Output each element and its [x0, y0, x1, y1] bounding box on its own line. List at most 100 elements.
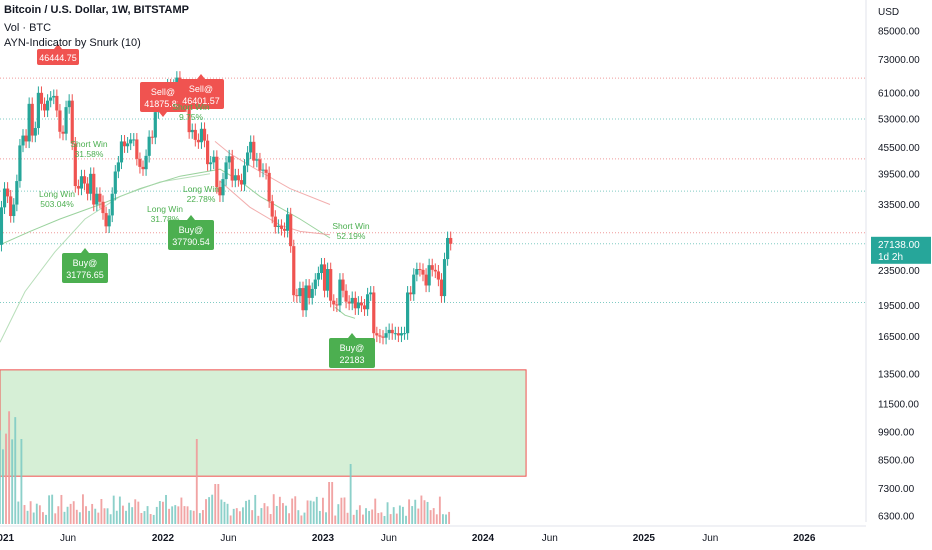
candle-body: [313, 279, 317, 289]
win-annotation-3: Long Win: [39, 189, 75, 199]
volume-bar: [171, 506, 174, 524]
candle-body: [135, 139, 139, 159]
volume-bar: [8, 411, 11, 524]
candle-body: [39, 92, 44, 104]
volume-bar: [128, 502, 131, 524]
candle-body: [301, 288, 305, 311]
candle-body: [138, 158, 142, 167]
volume-bar: [17, 501, 20, 524]
candle-body: [338, 279, 342, 306]
volume-bar: [346, 512, 349, 524]
candle-body: [412, 274, 416, 295]
volume-bar: [257, 515, 260, 524]
volume-bar: [26, 510, 29, 524]
volume-bar: [91, 503, 94, 524]
candle-body: [199, 128, 204, 143]
candle-body: [362, 305, 367, 310]
time-tick-label: Jun: [220, 533, 236, 544]
price-tick-label: 53000.00: [878, 115, 920, 126]
candle-body: [295, 295, 299, 297]
time-tick-label: Jun: [702, 533, 718, 544]
candle-body: [322, 264, 327, 291]
volume-bar: [435, 514, 438, 524]
candle-body: [289, 214, 293, 247]
indicator-legend: AYN-Indicator by Snurk (10): [4, 37, 141, 49]
price-tick-label: 6300.00: [878, 512, 915, 523]
price-tick-label: 23500.00: [878, 266, 920, 277]
volume-bar: [275, 505, 278, 524]
candle-body: [215, 156, 219, 188]
candle-body: [319, 264, 324, 274]
candle-body: [24, 135, 28, 142]
candle-body: [378, 335, 382, 337]
candle-body: [30, 103, 34, 136]
candle-body: [273, 216, 277, 227]
volume-bar: [300, 515, 303, 524]
volume-bar: [51, 494, 54, 524]
sell-label-2-box: [140, 82, 186, 112]
volume-bar: [325, 512, 327, 524]
candle-body: [424, 274, 428, 286]
volume-bar: [272, 494, 275, 524]
sell-label-1-box: [37, 49, 79, 65]
sell-label-3-text: 46401.57: [182, 96, 220, 106]
volume-bar: [42, 512, 44, 524]
volume-bar: [362, 514, 364, 524]
volume-bar: [82, 494, 84, 524]
candle-body: [218, 187, 222, 196]
volume-bar: [266, 506, 269, 524]
volume-bar: [131, 507, 134, 524]
volume-bar: [48, 495, 51, 524]
candle-body: [89, 173, 93, 194]
candle-body: [307, 285, 311, 298]
win-annotation-5: 22.78%: [187, 194, 216, 204]
sell-label-3-text: Sell@: [189, 84, 213, 94]
candle-body: [55, 95, 59, 111]
win-annotation-2: Short Win: [70, 139, 108, 149]
candle-body: [82, 176, 87, 184]
time-tick-label: Jun: [381, 533, 397, 544]
volume-bar: [32, 512, 35, 524]
candle-body: [264, 169, 268, 173]
volume-bar: [297, 510, 300, 524]
volume-bar: [371, 509, 374, 524]
volume-bar: [318, 510, 321, 524]
volume-bar: [288, 513, 291, 524]
candle-body: [79, 176, 84, 189]
candle-body: [418, 269, 422, 271]
candle-body: [258, 159, 262, 171]
volume-bar: [269, 514, 272, 524]
candle-body: [446, 237, 450, 260]
buy-label-1-text: 31776.65: [66, 270, 104, 280]
candle-body: [187, 105, 191, 133]
volume-bar: [143, 511, 146, 524]
volume-bar: [291, 498, 294, 524]
volume-bar: [54, 513, 57, 524]
volume-bar: [414, 499, 417, 524]
price-tick-label: 13500.00: [878, 369, 920, 380]
candle-body: [442, 259, 447, 297]
volume-bar: [417, 508, 420, 524]
volume-bar: [118, 496, 121, 524]
volume-bar: [0, 430, 1, 524]
candle-body: [224, 162, 228, 180]
volume-bar: [315, 496, 318, 524]
buy-label-3-pointer: [348, 333, 356, 338]
candle-body: [64, 107, 68, 134]
price-tick-label: 16500.00: [878, 332, 920, 343]
candle-body: [332, 300, 336, 305]
buy-label-2-box: [168, 220, 214, 250]
win-annotation-2: 31.58%: [75, 149, 104, 159]
candle-body: [73, 143, 77, 187]
candle-body: [206, 140, 210, 165]
volume-bar: [14, 417, 17, 524]
price-axis-unit: USD: [878, 7, 899, 18]
volume-bar: [442, 514, 444, 524]
sell-label-2-text: Sell@: [151, 87, 175, 97]
volume-bar: [448, 511, 451, 524]
price-tick-label: 19500.00: [878, 301, 920, 312]
volume-bar: [386, 502, 389, 524]
volume-bar: [420, 495, 423, 524]
candle-body: [70, 100, 74, 144]
